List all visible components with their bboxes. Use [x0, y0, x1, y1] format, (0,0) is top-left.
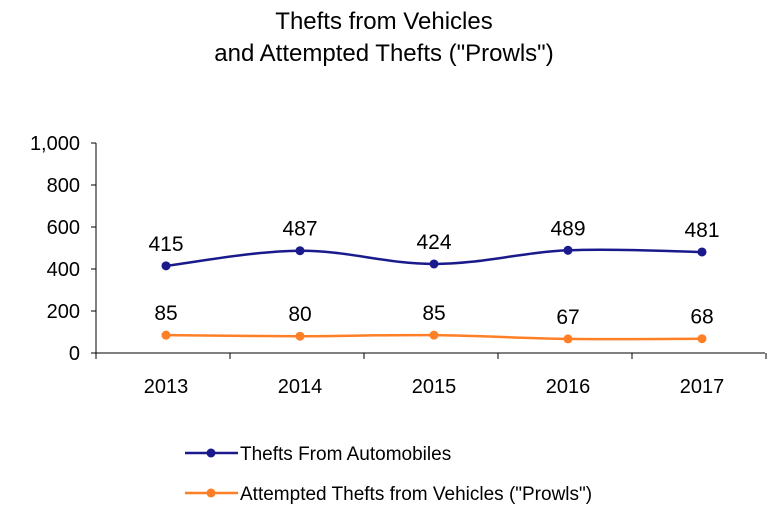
legend-label: Thefts From Automobiles — [240, 444, 451, 465]
series-layer — [161, 245, 707, 344]
data-point-marker — [697, 247, 707, 257]
data-point-marker — [295, 246, 305, 256]
data-point-marker — [161, 261, 171, 271]
chart-title-line-2: and Attempted Thefts ("Prowls") — [214, 40, 553, 67]
chart-title-line-1: Thefts from Vehicles — [275, 8, 492, 35]
x-tick-label: 2013 — [144, 376, 189, 398]
data-label: 481 — [684, 219, 719, 242]
data-point-marker — [429, 330, 439, 340]
x-tick-label: 2014 — [278, 376, 323, 398]
data-point-marker — [563, 245, 573, 255]
data-point-marker — [697, 334, 707, 344]
axes: 0 200 400 600 800 1,000 2013 2014 2015 2016 2017 — [30, 133, 767, 398]
x-tick-label: 2016 — [546, 376, 591, 398]
data-point-marker — [295, 331, 305, 341]
legend-marker — [206, 488, 216, 498]
data-label: 85 — [154, 302, 177, 325]
data-labels: 415 487 424 489 481 85 80 85 67 68 — [148, 217, 719, 329]
x-tick-label: 2017 — [680, 376, 725, 398]
legend-label: Attempted Thefts from Vehicles ("Prowls"… — [240, 484, 592, 505]
y-tick-label: 400 — [47, 259, 80, 281]
data-point-marker — [429, 259, 439, 269]
y-tick-label: 800 — [47, 175, 80, 197]
data-label: 487 — [282, 218, 317, 241]
x-tick-label: 2015 — [412, 376, 457, 398]
y-tick-label: 200 — [47, 301, 80, 323]
data-label: 80 — [288, 303, 311, 326]
data-label: 67 — [556, 306, 579, 329]
data-label: 68 — [690, 306, 713, 329]
legend: Thefts From Automobiles Attempted Thefts … — [185, 444, 592, 505]
data-point-marker — [161, 330, 171, 340]
y-tick-label: 1,000 — [30, 133, 80, 155]
data-point-marker — [563, 334, 573, 344]
y-tick-label: 0 — [69, 343, 80, 365]
legend-marker — [206, 448, 216, 458]
data-label: 489 — [550, 217, 585, 240]
data-label: 424 — [416, 231, 451, 254]
data-label: 415 — [148, 233, 183, 256]
data-label: 85 — [422, 302, 445, 325]
y-tick-label: 600 — [47, 217, 80, 239]
